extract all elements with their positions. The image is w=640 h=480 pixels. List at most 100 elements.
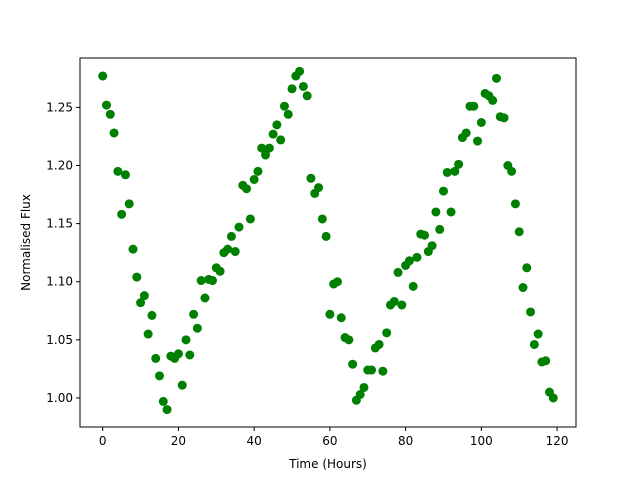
- data-point: [185, 350, 195, 360]
- x-tick-label: 0: [99, 434, 107, 448]
- data-point: [230, 247, 240, 257]
- y-axis-ticks: 1.00 1.05 1.10 1.15 1.20 1.25: [46, 100, 80, 405]
- data-point: [242, 184, 252, 194]
- data-point: [295, 66, 305, 76]
- data-point: [151, 353, 161, 363]
- x-tick-label: 100: [470, 434, 493, 448]
- data-point: [344, 335, 354, 345]
- data-point: [264, 143, 274, 153]
- data-point: [155, 371, 165, 381]
- data-point: [189, 309, 199, 319]
- data-point: [507, 166, 517, 176]
- data-point: [173, 349, 183, 359]
- data-point: [518, 283, 528, 293]
- data-point: [393, 267, 403, 277]
- data-point: [332, 277, 342, 287]
- data-point: [117, 209, 127, 219]
- data-point: [442, 167, 452, 177]
- data-point: [162, 405, 172, 415]
- data-point: [510, 199, 520, 209]
- y-tick-label: 1.25: [46, 100, 73, 114]
- data-point: [253, 166, 263, 176]
- data-point: [200, 293, 210, 303]
- data-point: [367, 365, 377, 375]
- data-point: [132, 272, 142, 282]
- data-point: [473, 136, 483, 146]
- data-point: [249, 174, 259, 184]
- data-point: [128, 244, 138, 254]
- data-point: [302, 91, 312, 101]
- y-tick-label: 1.20: [46, 159, 73, 173]
- data-point: [268, 129, 278, 139]
- data-point: [226, 231, 236, 241]
- data-point: [454, 159, 464, 169]
- data-point: [336, 313, 346, 323]
- data-point: [283, 109, 293, 119]
- data-point: [177, 380, 187, 390]
- data-points: [98, 66, 558, 415]
- data-point: [279, 101, 289, 111]
- data-point: [124, 199, 134, 209]
- data-point: [389, 296, 399, 306]
- data-point: [208, 276, 218, 286]
- data-point: [412, 252, 422, 262]
- data-point: [408, 281, 418, 291]
- data-point: [431, 207, 441, 217]
- x-tick-label: 40: [247, 434, 262, 448]
- data-point: [245, 214, 255, 224]
- data-point: [446, 207, 456, 217]
- data-point: [461, 128, 471, 138]
- data-point: [223, 244, 233, 254]
- data-point: [397, 300, 407, 310]
- data-point: [147, 310, 157, 320]
- data-point: [522, 263, 532, 273]
- data-point: [102, 100, 112, 110]
- data-point: [382, 328, 392, 338]
- data-point: [548, 393, 558, 403]
- data-point: [491, 73, 501, 83]
- y-tick-label: 1.00: [46, 391, 73, 405]
- data-point: [98, 71, 108, 81]
- data-point: [314, 183, 324, 193]
- data-point: [158, 396, 168, 406]
- x-tick-label: 120: [546, 434, 569, 448]
- data-point: [514, 227, 524, 237]
- x-axis-ticks: 0 20 40 60 80 100 120: [99, 427, 569, 448]
- data-point: [374, 339, 384, 349]
- data-point: [139, 291, 149, 301]
- y-tick-label: 1.10: [46, 275, 73, 289]
- data-point: [359, 382, 369, 392]
- data-point: [196, 276, 206, 286]
- data-point: [136, 298, 146, 308]
- y-tick-label: 1.05: [46, 333, 73, 347]
- data-point: [420, 230, 430, 240]
- data-point: [105, 109, 115, 119]
- data-point: [272, 120, 282, 130]
- data-point: [317, 214, 327, 224]
- data-point: [120, 170, 130, 180]
- data-point: [541, 356, 551, 366]
- data-point: [355, 389, 365, 399]
- data-point: [143, 329, 153, 339]
- x-axis-label: Time (Hours): [288, 457, 367, 471]
- data-point: [109, 128, 119, 138]
- data-point: [306, 173, 316, 183]
- data-point: [469, 101, 479, 111]
- data-point: [529, 339, 539, 349]
- data-point: [276, 135, 286, 145]
- data-point: [533, 329, 543, 339]
- data-point: [192, 323, 202, 333]
- x-tick-label: 60: [322, 434, 337, 448]
- data-point: [499, 113, 509, 123]
- data-point: [438, 186, 448, 196]
- data-point: [450, 166, 460, 176]
- data-point: [234, 222, 244, 232]
- data-point: [427, 241, 437, 251]
- data-point: [321, 231, 331, 241]
- data-point: [476, 118, 486, 128]
- data-point: [261, 150, 271, 160]
- data-point: [298, 81, 308, 91]
- x-tick-label: 80: [398, 434, 413, 448]
